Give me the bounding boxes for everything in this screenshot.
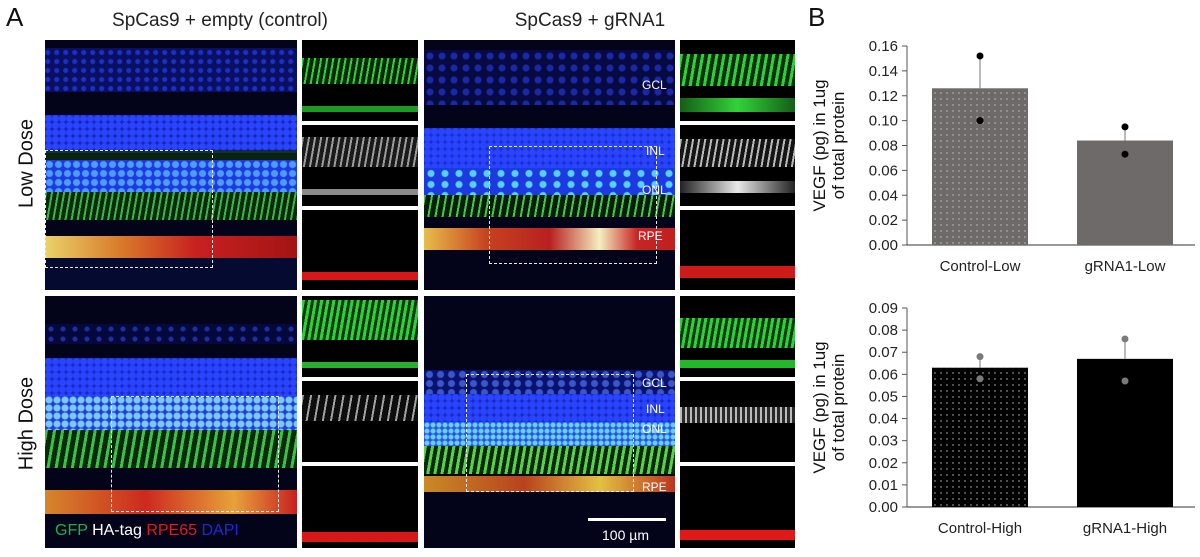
column-title-grna1: SpCas9 + gRNA1 (514, 10, 666, 31)
zoom-region-box (466, 374, 634, 492)
layer-label-gcl: GCL (642, 78, 667, 92)
y-tick-label: 0.04 (869, 187, 898, 204)
y-tick-label: 0.02 (869, 212, 898, 229)
thumb-control-low-rpe65 (302, 210, 418, 290)
data-point (976, 52, 984, 60)
thumb-grna1-high-rpe65 (680, 466, 795, 548)
y-tick-label: 0.06 (869, 162, 898, 179)
y-tick-label: 0.06 (869, 366, 898, 383)
layer-label-onl: ONL (642, 183, 667, 197)
bar-chart-low-dose: VEGF (pg) in 1ugof total protein 0.00 0.02… (810, 38, 1195, 275)
y-tick-label: 0.05 (869, 388, 898, 405)
micrograph-control-low-merged (45, 40, 297, 290)
zoom-region-box (111, 396, 279, 512)
zoom-region-box (45, 150, 213, 268)
data-point (1121, 150, 1129, 158)
y-tick-label: 0.08 (869, 322, 898, 339)
layer-label-rpe: RPE (642, 480, 667, 494)
layer-label-gcl: GCL (642, 376, 667, 390)
row-label-high-dose: High Dose (15, 376, 38, 471)
thumb-control-high-rpe65 (302, 466, 418, 548)
channel-legend: GFP HA-tag RPE65 DAPI (55, 522, 239, 540)
row-label-low-dose: Low Dose (15, 119, 38, 208)
bar-control-high (932, 367, 1028, 507)
data-point (1121, 123, 1129, 131)
layer-label-rpe: RPE (638, 229, 663, 243)
thumb-control-low-ha-tag (302, 125, 418, 206)
x-category-label: Control-High (938, 520, 1022, 537)
bar-control-low (932, 88, 1028, 245)
layer-label-inl: INL (646, 144, 665, 158)
thumb-control-high-gfp (302, 296, 418, 377)
column-title-control: SpCas9 + empty (control) (112, 10, 328, 31)
thumb-control-low-gfp (302, 40, 418, 121)
y-tick-label: 0.09 (869, 300, 898, 317)
legend-dapi: DAPI (201, 522, 239, 539)
legend-rpe65: RPE65 (146, 522, 198, 539)
y-tick-label: 0.12 (869, 88, 898, 105)
y-tick-label: 0.00 (869, 499, 898, 516)
y-tick-label: 0.10 (869, 113, 898, 130)
legend-ha-tag: HA-tag (92, 522, 142, 539)
micrograph-control-high-merged: GFP HA-tag RPE65 DAPI (45, 296, 297, 548)
x-category-label: gRNA1-Low (1085, 258, 1166, 275)
x-category-label: gRNA1-High (1083, 520, 1167, 537)
data-point (1121, 377, 1129, 385)
y-tick-label: 0.03 (869, 433, 898, 450)
thumb-grna1-high-ha-tag (680, 381, 795, 462)
thumb-grna1-low-ha-tag (680, 125, 795, 206)
bar-grna1-low (1077, 140, 1173, 245)
y-axis-label: VEGF (pg) in 1ugof total protein (810, 79, 848, 211)
layer-label-inl: INL (646, 402, 665, 416)
data-point (976, 117, 984, 125)
bar-chart-high-dose: VEGF (pg) in 1ugof total protein 0.00 0.01… (810, 300, 1195, 537)
legend-gfp: GFP (55, 522, 88, 539)
panel-b-letter: B (808, 2, 826, 32)
zoom-region-box (489, 146, 657, 264)
thumb-grna1-low-gfp (680, 40, 795, 121)
micrograph-grna1-high-merged: GCL INL ONL RPE 100 µm (424, 296, 675, 548)
y-tick-label: 0.00 (869, 237, 898, 254)
x-category-label: Control-Low (940, 258, 1021, 275)
thumb-control-high-ha-tag (302, 381, 418, 462)
thumb-grna1-low-rpe65 (680, 210, 795, 290)
y-tick-label: 0.04 (869, 411, 898, 428)
y-axis-label: VEGF (pg) in 1ugof total protein (810, 341, 848, 473)
layer-label-onl: ONL (642, 422, 667, 436)
y-tick-label: 0.14 (869, 63, 898, 80)
data-point (1121, 335, 1129, 343)
micrograph-grna1-low-merged: GCL INL ONL RPE (424, 40, 675, 290)
y-tick-label: 0.01 (869, 477, 898, 494)
y-tick-label: 0.08 (869, 138, 898, 155)
y-tick-label: 0.02 (869, 455, 898, 472)
thumb-grna1-high-gfp (680, 296, 795, 377)
data-point (976, 353, 984, 361)
y-tick-label: 0.07 (869, 344, 898, 361)
scale-bar (588, 518, 666, 521)
scale-bar-label: 100 µm (602, 527, 649, 543)
data-point (976, 375, 984, 383)
y-tick-label: 0.16 (869, 38, 898, 55)
panel-a-letter: A (6, 2, 24, 32)
